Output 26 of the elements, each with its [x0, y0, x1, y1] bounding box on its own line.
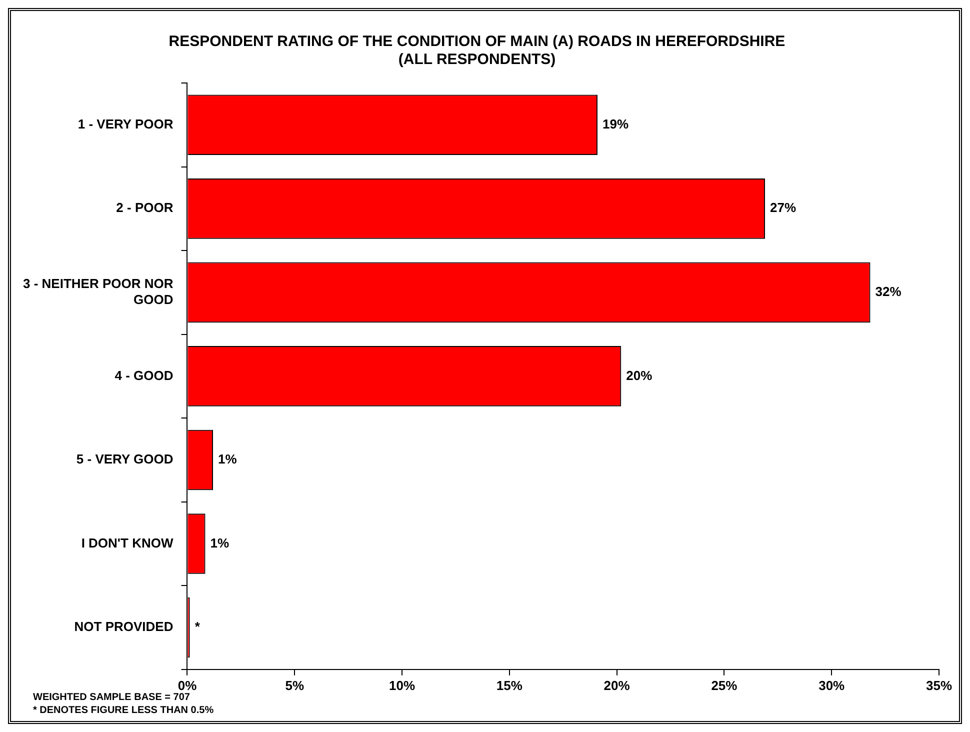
- x-tick-label: 30%: [818, 678, 846, 693]
- x-tick-label: 10%: [389, 678, 416, 693]
- x-tick-label: 15%: [496, 678, 523, 693]
- text: WEIGHTED SAMPLE BASE = 707: [33, 691, 191, 704]
- text: RESPONDENT RATING OF THE CONDITION OF MAIN (A) ROADS IN HEREFORDSHIRE: [168, 33, 786, 50]
- y-tick-label: NOT PROVIDED: [74, 619, 174, 634]
- data-label: 32%: [875, 284, 902, 300]
- data-label: 1%: [210, 535, 230, 550]
- y-tick-label: 5 - VERY GOOD: [76, 452, 174, 467]
- y-tick-label: 4 - GOOD: [114, 368, 174, 383]
- data-label: 19%: [602, 116, 629, 132]
- x-tick-label: 25%: [711, 678, 738, 693]
- text: (ALL RESPONDENTS): [398, 51, 556, 68]
- data-label: 1%: [218, 452, 238, 467]
- y-tick-label: 2 - POOR: [116, 200, 174, 216]
- x-tick-label: 0%: [178, 678, 198, 693]
- data-label: 27%: [770, 200, 796, 216]
- x-tick-label: 20%: [604, 678, 630, 693]
- y-tick-label: 1 - VERY POOR: [78, 116, 174, 132]
- x-tick-label: 5%: [285, 678, 304, 693]
- data-label: *: [194, 619, 201, 634]
- x-tick-label: 35%: [926, 678, 952, 693]
- y-tick-label: 3 - NEITHER POOR NOR GOOD: [22, 276, 174, 307]
- y-tick-label: I DON'T KNOW: [81, 535, 174, 550]
- data-label: 20%: [626, 368, 653, 383]
- text: * DENOTES FIGURE LESS THAN 0.5%: [33, 704, 214, 717]
